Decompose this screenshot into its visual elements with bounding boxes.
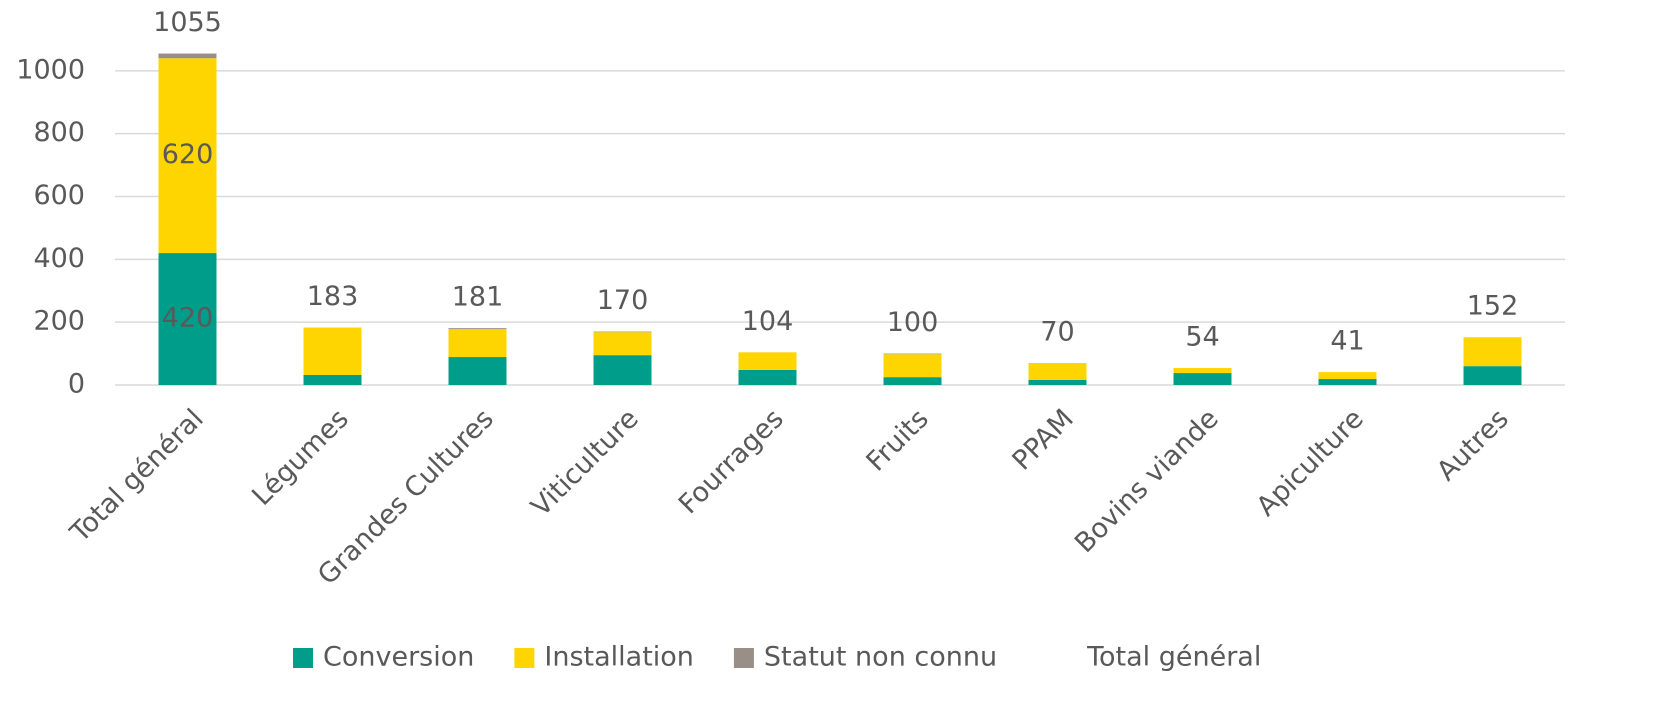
bar-segment	[448, 329, 507, 358]
y-tick-label: 200	[33, 306, 85, 337]
bar-segment	[448, 328, 507, 330]
legend-label: Conversion	[323, 642, 474, 673]
bar-segment	[1028, 363, 1087, 380]
x-tick-label: Bovins viande	[1069, 403, 1225, 559]
data-label: 420	[162, 303, 214, 334]
bar-segment	[738, 369, 797, 385]
bar-segment	[303, 374, 362, 385]
total-label: 183	[307, 281, 359, 312]
total-label: 170	[597, 285, 649, 316]
bar-segment	[158, 53, 217, 59]
bar-segment	[1463, 337, 1522, 367]
x-tick-label: Autres	[1431, 403, 1515, 487]
total-label: 152	[1467, 291, 1519, 322]
bar-segment	[593, 332, 652, 356]
x-tick-label: Légumes	[246, 403, 354, 511]
bar-segment	[1028, 379, 1087, 385]
total-label: 181	[452, 282, 504, 313]
total-label: 70	[1040, 317, 1074, 348]
y-tick-label: 800	[33, 117, 85, 148]
bar-segment	[1318, 372, 1377, 380]
bar-segment	[1318, 379, 1377, 385]
x-tick-label: Fourrages	[673, 403, 790, 520]
legend-swatch	[514, 648, 535, 668]
y-tick-label: 600	[33, 180, 85, 211]
total-label: 104	[742, 306, 794, 337]
bar-segment	[883, 354, 942, 378]
bar-segment	[593, 331, 652, 333]
total-label: 100	[887, 307, 939, 338]
bar-segment	[158, 253, 217, 385]
x-tick-label: Total général	[64, 403, 210, 549]
bar-segment	[1463, 366, 1522, 385]
x-tick-label: Fruits	[861, 403, 935, 477]
y-tick-label: 1000	[16, 54, 85, 85]
x-tick-label: Viticulture	[525, 403, 644, 522]
bar-segment	[158, 58, 217, 254]
bar-segment	[1173, 368, 1232, 374]
y-tick-label: 400	[33, 243, 85, 274]
legend-label: Installation	[544, 642, 694, 673]
legend-label: Total général	[1086, 642, 1261, 673]
data-label: 620	[162, 139, 214, 170]
legend-swatch	[733, 648, 754, 668]
y-tick-label: 0	[68, 369, 85, 400]
bar-segment	[593, 355, 652, 385]
total-label: 41	[1330, 326, 1364, 357]
legend-swatch	[293, 648, 313, 668]
bar-segment	[738, 352, 797, 370]
total-label: 54	[1185, 322, 1219, 353]
bar-segment	[1173, 373, 1232, 385]
bar-segment	[303, 327, 362, 375]
x-tick-label: PPAM	[1006, 403, 1079, 476]
bar-segment	[883, 377, 942, 385]
total-label: 1055	[153, 7, 222, 38]
bar-segment	[448, 357, 507, 385]
legend-label: Statut non connu	[764, 642, 997, 673]
x-tick-label: Apiculture	[1251, 403, 1370, 522]
bar-segment	[883, 353, 942, 355]
